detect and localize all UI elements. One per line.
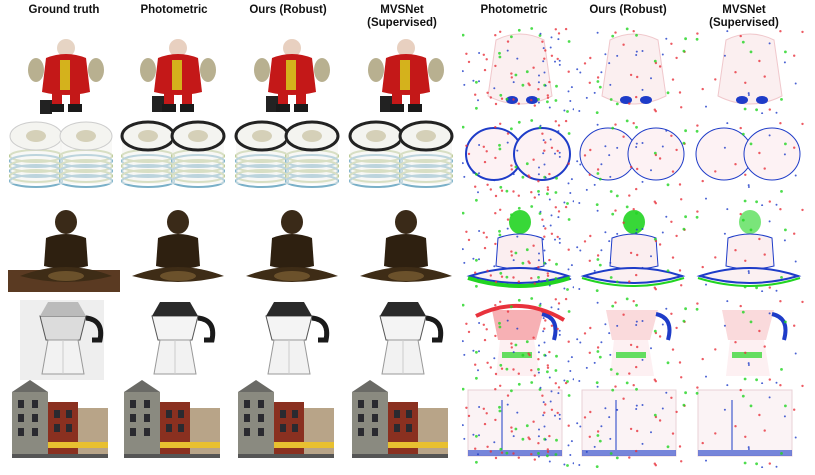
building-facade-photometric-image (120, 380, 232, 468)
header-photometric-error: Photometric (480, 4, 548, 16)
costumed-figure-mvsnet-error-image (692, 26, 804, 114)
building-facade-mvsnet-error-image (692, 380, 804, 468)
costumed-figure-photometric-image (120, 26, 232, 114)
moka-pot-ground-truth-image (8, 296, 120, 384)
building-facade-ground-truth-image (8, 380, 120, 468)
meditating-statue-ground-truth-image (8, 204, 120, 292)
meditating-statue-ours-robust-image (234, 204, 346, 292)
header-ground-truth: Ground truth (28, 4, 100, 16)
building-facade-ours-robust-error-image (576, 380, 688, 468)
costumed-figure-ours-robust-image (234, 26, 346, 114)
moka-pot-photometric-error-image (462, 296, 574, 384)
header-mvsnet: MVSNet (Supervised) (367, 4, 437, 29)
costumed-figure-ours-robust-error-image (576, 26, 688, 114)
stacked-dishes-ground-truth-image (8, 118, 120, 206)
meditating-statue-mvsnet-image (348, 204, 460, 292)
building-facade-mvsnet-image (348, 380, 460, 468)
stacked-dishes-ours-robust-error-image (576, 118, 688, 206)
moka-pot-mvsnet-error-image (692, 296, 804, 384)
header-mvsnet-error: MVSNet (Supervised) (709, 4, 779, 29)
costumed-figure-ground-truth-image (8, 26, 120, 114)
meditating-statue-photometric-error-image (462, 204, 574, 292)
meditating-statue-mvsnet-error-image (692, 204, 804, 292)
meditating-statue-ours-robust-error-image (576, 204, 688, 292)
header-ours-robust-error: Ours (Robust) (589, 4, 667, 16)
building-facade-ours-robust-image (234, 380, 346, 468)
costumed-figure-photometric-error-image (462, 26, 574, 114)
moka-pot-photometric-image (120, 296, 232, 384)
stacked-dishes-ours-robust-image (234, 118, 346, 206)
header-ours-robust: Ours (Robust) (249, 4, 327, 16)
header-photometric: Photometric (140, 4, 208, 16)
moka-pot-mvsnet-image (348, 296, 460, 384)
building-facade-photometric-error-image (462, 380, 574, 468)
stacked-dishes-photometric-image (120, 118, 232, 206)
stacked-dishes-photometric-error-image (462, 118, 574, 206)
stacked-dishes-mvsnet-image (348, 118, 460, 206)
moka-pot-ours-robust-error-image (576, 296, 688, 384)
meditating-statue-photometric-image (120, 204, 232, 292)
moka-pot-ours-robust-image (234, 296, 346, 384)
stacked-dishes-mvsnet-error-image (692, 118, 804, 206)
costumed-figure-mvsnet-image (348, 26, 460, 114)
